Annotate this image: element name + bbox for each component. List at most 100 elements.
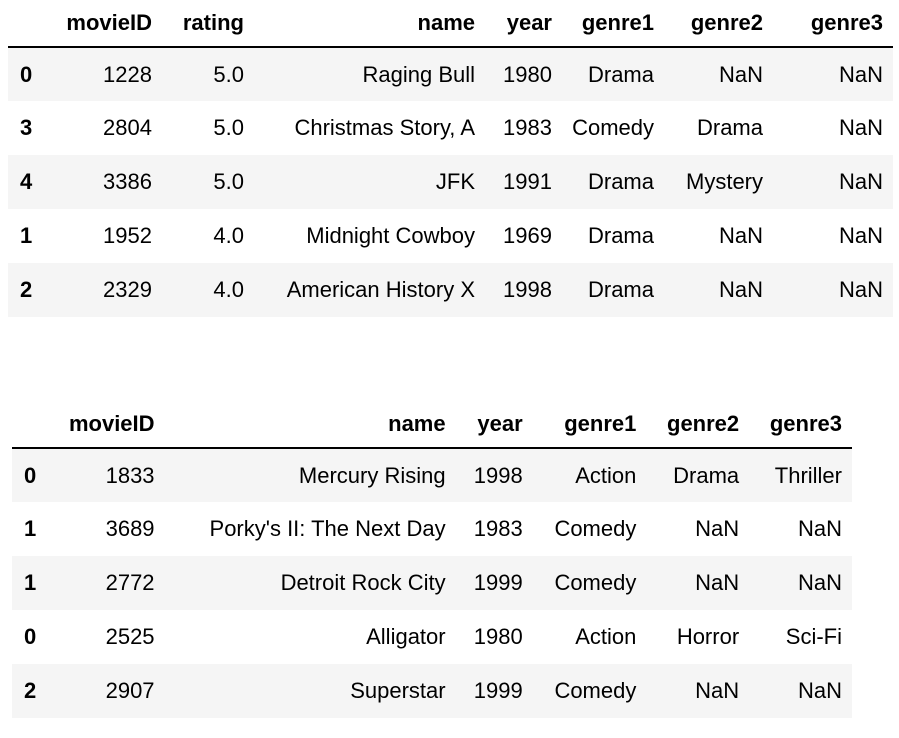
table-row: 4 3386 5.0 JFK 1991 Drama Mystery NaN: [8, 155, 893, 209]
cell-year: 1980: [485, 47, 562, 101]
column-header-rating: rating: [162, 0, 254, 47]
dataframe-1-table: movieID rating name year genre1 genre2 g…: [8, 0, 893, 317]
table-row: 1 1952 4.0 Midnight Cowboy 1969 Drama Na…: [8, 209, 893, 263]
cell-genre2: NaN: [646, 556, 749, 610]
row-index: 1: [12, 556, 50, 610]
cell-genre2: NaN: [646, 664, 749, 718]
column-header-genre2: genre2: [664, 0, 773, 47]
cell-genre1: Comedy: [533, 664, 647, 718]
cell-genre3: NaN: [749, 502, 852, 556]
row-index: 1: [12, 502, 50, 556]
column-header-movieid: movieID: [50, 401, 165, 448]
cell-rating: 5.0: [162, 155, 254, 209]
dataframe-2-table: movieID name year genre1 genre2 genre3 0…: [12, 401, 852, 718]
cell-genre3: NaN: [773, 101, 893, 155]
cell-name: Midnight Cowboy: [254, 209, 485, 263]
cell-genre1: Comedy: [533, 502, 647, 556]
row-index: 2: [12, 664, 50, 718]
table-row: 3 2804 5.0 Christmas Story, A 1983 Comed…: [8, 101, 893, 155]
column-header-year: year: [456, 401, 533, 448]
column-header-name: name: [254, 0, 485, 47]
cell-movieid: 3386: [46, 155, 162, 209]
row-index: 1: [8, 209, 46, 263]
dataframe-1: movieID rating name year genre1 genre2 g…: [8, 0, 893, 317]
cell-genre3: NaN: [773, 47, 893, 101]
cell-year: 1998: [456, 448, 533, 502]
cell-name: Porky's II: The Next Day: [165, 502, 456, 556]
cell-name: JFK: [254, 155, 485, 209]
cell-genre2: Drama: [646, 448, 749, 502]
cell-genre3: NaN: [773, 263, 893, 317]
cell-genre1: Comedy: [533, 556, 647, 610]
column-header-genre2: genre2: [646, 401, 749, 448]
cell-genre1: Drama: [562, 47, 664, 101]
index-header: [12, 401, 50, 448]
header-row: movieID name year genre1 genre2 genre3: [12, 401, 852, 448]
table-row: 1 3689 Porky's II: The Next Day 1983 Com…: [12, 502, 852, 556]
table-row: 0 2525 Alligator 1980 Action Horror Sci-…: [12, 610, 852, 664]
cell-name: American History X: [254, 263, 485, 317]
cell-year: 1999: [456, 664, 533, 718]
row-index: 2: [8, 263, 46, 317]
cell-name: Detroit Rock City: [165, 556, 456, 610]
table-row: 0 1228 5.0 Raging Bull 1980 Drama NaN Na…: [8, 47, 893, 101]
cell-genre3: NaN: [749, 664, 852, 718]
column-header-name: name: [165, 401, 456, 448]
cell-name: Mercury Rising: [165, 448, 456, 502]
header-row: movieID rating name year genre1 genre2 g…: [8, 0, 893, 47]
cell-genre2: Horror: [646, 610, 749, 664]
column-header-genre1: genre1: [533, 401, 647, 448]
cell-movieid: 2804: [46, 101, 162, 155]
column-header-genre3: genre3: [773, 0, 893, 47]
cell-genre1: Drama: [562, 209, 664, 263]
table-row: 1 2772 Detroit Rock City 1999 Comedy NaN…: [12, 556, 852, 610]
column-header-genre1: genre1: [562, 0, 664, 47]
cell-year: 1983: [456, 502, 533, 556]
cell-genre3: NaN: [749, 556, 852, 610]
cell-movieid: 2772: [50, 556, 165, 610]
cell-rating: 5.0: [162, 47, 254, 101]
cell-year: 1969: [485, 209, 562, 263]
cell-movieid: 2525: [50, 610, 165, 664]
cell-genre1: Drama: [562, 155, 664, 209]
cell-year: 1980: [456, 610, 533, 664]
column-header-movieid: movieID: [46, 0, 162, 47]
cell-rating: 4.0: [162, 263, 254, 317]
cell-year: 1998: [485, 263, 562, 317]
cell-genre2: NaN: [664, 209, 773, 263]
cell-genre2: Drama: [664, 101, 773, 155]
cell-genre3: Sci-Fi: [749, 610, 852, 664]
column-header-year: year: [485, 0, 562, 47]
cell-movieid: 1228: [46, 47, 162, 101]
cell-movieid: 3689: [50, 502, 165, 556]
row-index: 0: [12, 610, 50, 664]
cell-movieid: 2907: [50, 664, 165, 718]
cell-genre1: Action: [533, 610, 647, 664]
row-index: 4: [8, 155, 46, 209]
table-row: 2 2907 Superstar 1999 Comedy NaN NaN: [12, 664, 852, 718]
cell-year: 1991: [485, 155, 562, 209]
cell-genre3: NaN: [773, 209, 893, 263]
cell-name: Superstar: [165, 664, 456, 718]
cell-name: Christmas Story, A: [254, 101, 485, 155]
cell-movieid: 1952: [46, 209, 162, 263]
cell-genre1: Comedy: [562, 101, 664, 155]
column-header-genre3: genre3: [749, 401, 852, 448]
cell-genre2: NaN: [646, 502, 749, 556]
index-header: [8, 0, 46, 47]
cell-name: Raging Bull: [254, 47, 485, 101]
table-row: 2 2329 4.0 American History X 1998 Drama…: [8, 263, 893, 317]
cell-movieid: 2329: [46, 263, 162, 317]
row-index: 0: [8, 47, 46, 101]
dataframe-2: movieID name year genre1 genre2 genre3 0…: [12, 401, 852, 718]
cell-genre2: NaN: [664, 263, 773, 317]
cell-year: 1999: [456, 556, 533, 610]
cell-movieid: 1833: [50, 448, 165, 502]
cell-genre1: Drama: [562, 263, 664, 317]
cell-rating: 4.0: [162, 209, 254, 263]
cell-name: Alligator: [165, 610, 456, 664]
cell-rating: 5.0: [162, 101, 254, 155]
cell-genre3: Thriller: [749, 448, 852, 502]
cell-genre2: NaN: [664, 47, 773, 101]
cell-genre2: Mystery: [664, 155, 773, 209]
